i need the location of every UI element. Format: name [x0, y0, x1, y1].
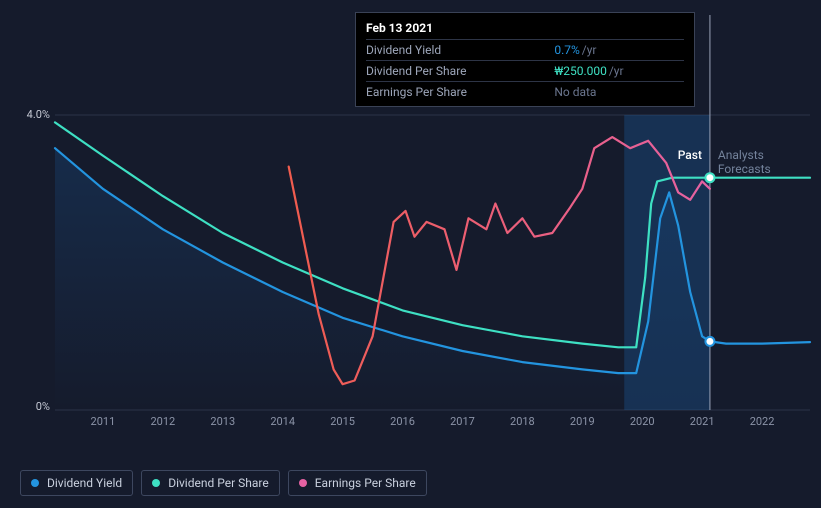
- tooltip-row-value: ₩250.000/yr: [540, 61, 684, 82]
- legend-item-earnings-per-share[interactable]: Earnings Per Share: [288, 470, 427, 496]
- x-axis-tick: 2019: [570, 415, 595, 428]
- tooltip-row-label: Dividend Yield: [366, 40, 540, 61]
- tooltip-row-label: Dividend Per Share: [366, 61, 540, 82]
- y-axis-label-top: 4.0%: [20, 108, 50, 121]
- tooltip-row-value: No data: [540, 82, 684, 103]
- legend-label: Dividend Yield: [47, 476, 122, 490]
- x-axis-tick: 2015: [330, 415, 355, 428]
- legend-item-dividend-per-share[interactable]: Dividend Per Share: [141, 470, 280, 496]
- x-axis-tick: 2022: [750, 415, 775, 428]
- band-label-forecast: Analysts Forecasts: [718, 148, 810, 176]
- tooltip-row-label: Earnings Per Share: [366, 82, 540, 103]
- tooltip-row-value: 0.7%/yr: [540, 40, 684, 61]
- x-axis-tick: 2018: [510, 415, 535, 428]
- x-axis-tick: 2011: [91, 415, 116, 428]
- legend-item-dividend-yield[interactable]: Dividend Yield: [20, 470, 133, 496]
- x-axis-tick: 2012: [150, 415, 175, 428]
- x-axis-tick: 2021: [690, 415, 715, 428]
- chart-tooltip: Feb 13 2021 Dividend Yield 0.7%/yr Divid…: [355, 12, 695, 107]
- tooltip-table: Dividend Yield 0.7%/yr Dividend Per Shar…: [366, 39, 684, 102]
- chart-container: 4.0% 0% 20112012201320142015201620172018…: [20, 100, 810, 420]
- band-label-past: Past: [678, 148, 702, 162]
- legend-dot: [299, 479, 307, 487]
- x-axis-tick: 2017: [450, 415, 475, 428]
- x-axis-tick: 2014: [270, 415, 295, 428]
- legend-dot: [152, 479, 160, 487]
- legend-label: Dividend Per Share: [168, 476, 269, 490]
- chart-legend: Dividend Yield Dividend Per Share Earnin…: [20, 470, 427, 496]
- y-axis-label-bottom: 0%: [20, 400, 50, 413]
- legend-label: Earnings Per Share: [315, 476, 416, 490]
- chart-plot-area[interactable]: 2011201220132014201520162017201820192020…: [55, 115, 810, 410]
- legend-dot: [31, 479, 39, 487]
- x-axis-tick: 2016: [390, 415, 415, 428]
- x-axis-tick: 2013: [210, 415, 235, 428]
- x-axis-tick: 2020: [630, 415, 655, 428]
- tooltip-date: Feb 13 2021: [366, 21, 684, 35]
